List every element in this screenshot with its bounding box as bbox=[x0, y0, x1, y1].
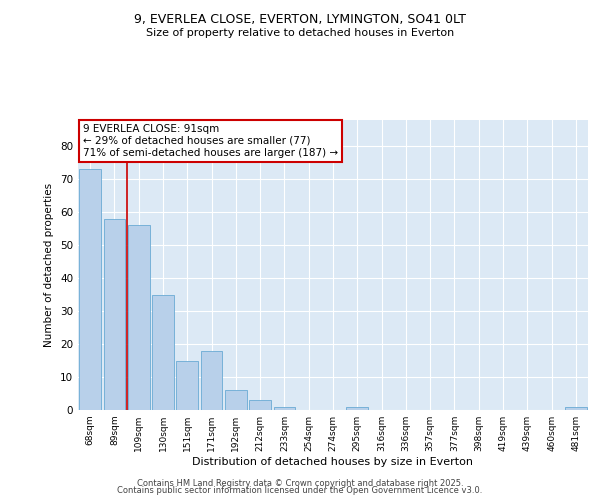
Bar bbox=[225, 390, 247, 410]
Bar bbox=[200, 350, 223, 410]
Y-axis label: Number of detached properties: Number of detached properties bbox=[44, 183, 55, 347]
Text: Size of property relative to detached houses in Everton: Size of property relative to detached ho… bbox=[146, 28, 454, 38]
Bar bbox=[79, 170, 101, 410]
Bar bbox=[152, 294, 174, 410]
X-axis label: Distribution of detached houses by size in Everton: Distribution of detached houses by size … bbox=[193, 457, 473, 467]
Bar bbox=[128, 226, 149, 410]
Bar bbox=[346, 406, 368, 410]
Bar bbox=[249, 400, 271, 410]
Text: Contains public sector information licensed under the Open Government Licence v3: Contains public sector information licen… bbox=[118, 486, 482, 495]
Text: Contains HM Land Registry data © Crown copyright and database right 2025.: Contains HM Land Registry data © Crown c… bbox=[137, 478, 463, 488]
Bar bbox=[274, 406, 295, 410]
Bar bbox=[565, 406, 587, 410]
Text: 9, EVERLEA CLOSE, EVERTON, LYMINGTON, SO41 0LT: 9, EVERLEA CLOSE, EVERTON, LYMINGTON, SO… bbox=[134, 12, 466, 26]
Bar bbox=[104, 219, 125, 410]
Bar bbox=[176, 360, 198, 410]
Text: 9 EVERLEA CLOSE: 91sqm
← 29% of detached houses are smaller (77)
71% of semi-det: 9 EVERLEA CLOSE: 91sqm ← 29% of detached… bbox=[83, 124, 338, 158]
